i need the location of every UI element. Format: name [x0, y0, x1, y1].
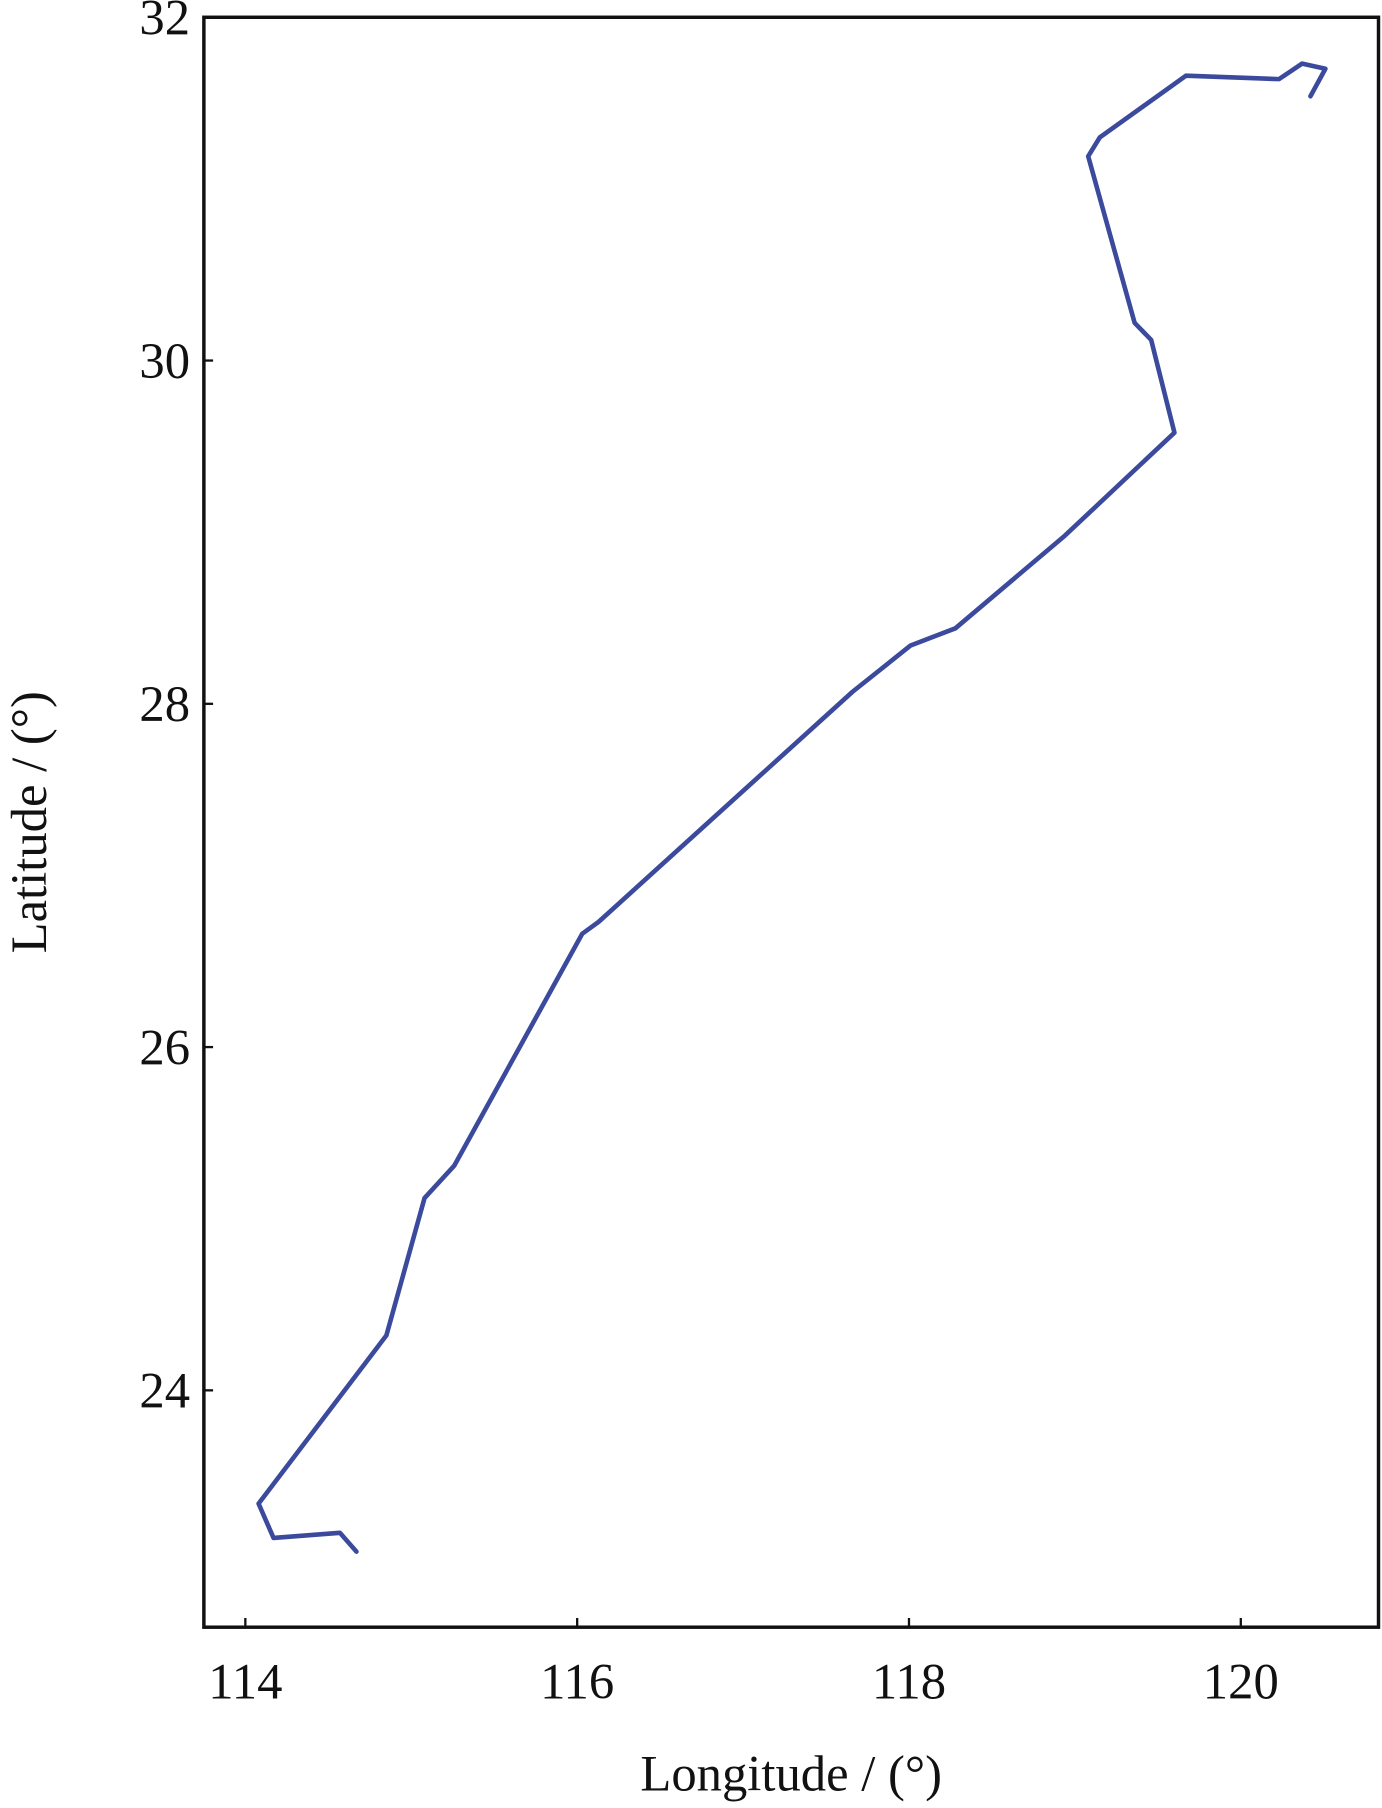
y-tick-label: 28: [139, 676, 190, 732]
plot-frame: [202, 15, 1381, 1629]
y-tick-label: 24: [139, 1363, 190, 1419]
y-tick-label: 26: [139, 1019, 190, 1075]
y-tick-label: 32: [139, 0, 190, 46]
track-line: [256, 61, 1328, 1554]
x-axis-label: Longitude / (°): [640, 1746, 942, 1802]
y-tick-label: 30: [139, 333, 190, 389]
x-tick-label: 116: [540, 1654, 614, 1710]
x-tick-label: 114: [208, 1654, 282, 1710]
x-tick-label: 118: [872, 1654, 946, 1710]
y-axis-label: Latitude / (°): [1, 691, 57, 953]
x-tick-label: 120: [1203, 1654, 1279, 1710]
